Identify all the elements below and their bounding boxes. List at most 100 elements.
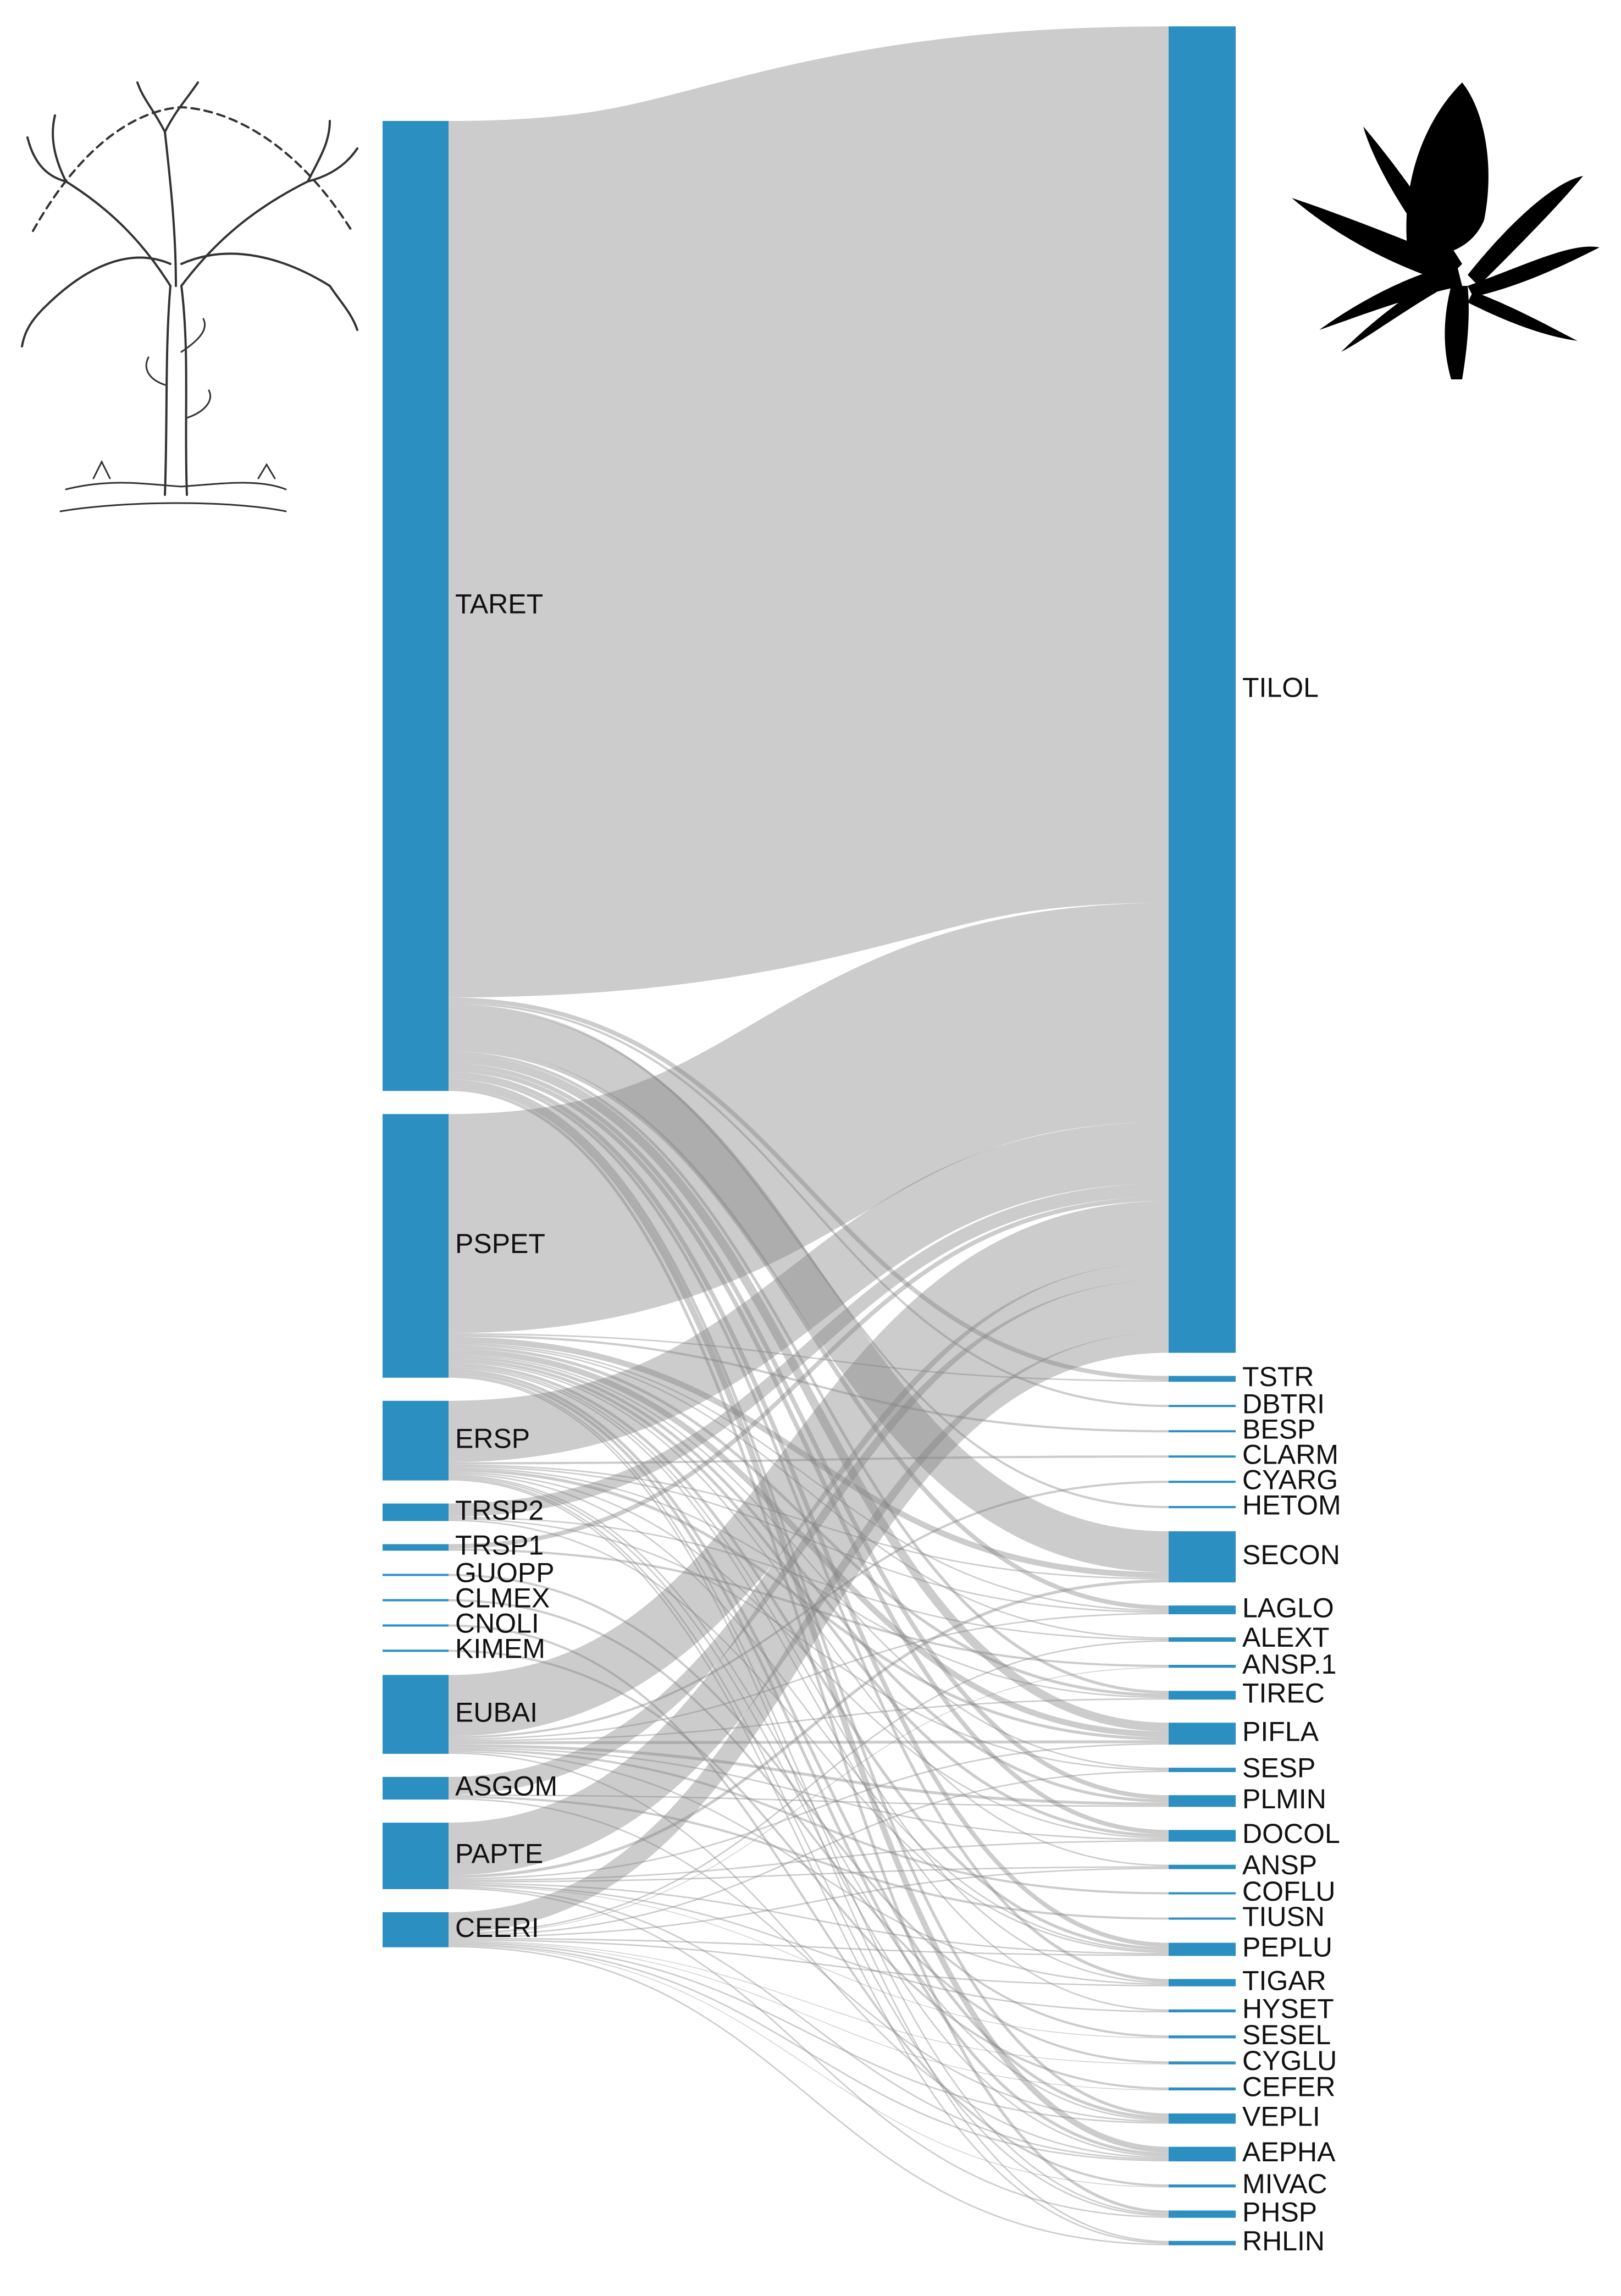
flow-link [448, 903, 1169, 1333]
sankey-node [1169, 1605, 1236, 1615]
flow-link [448, 1939, 1169, 1986]
node-label: SECON [1242, 1539, 1340, 1570]
flow-link [448, 1743, 1169, 1880]
flow-link [448, 1361, 1169, 1867]
node-label: TRSP2 [455, 1495, 544, 1526]
sankey-node [383, 1400, 449, 1481]
flow-link [448, 1334, 1169, 1433]
node-label: CLARM [1242, 1439, 1338, 1470]
flow-link [448, 1196, 1169, 1549]
tree-illustration [21, 81, 358, 512]
node-label: CEFER [1242, 2072, 1335, 2102]
sankey-node [1169, 1917, 1236, 1920]
sankey-node [1169, 1892, 1236, 1895]
flow-link [448, 1798, 1169, 2122]
sankey-node [383, 1823, 449, 1889]
flow-link [448, 1866, 1169, 1883]
flow-link [448, 1747, 1169, 1840]
flow-link [448, 1887, 1169, 2218]
node-label: EUBAI [455, 1697, 538, 1727]
node-label: PIFLA [1242, 1716, 1319, 1747]
sankey-node [383, 1649, 449, 1652]
flow-link [448, 1752, 1169, 2159]
node-label: TIGAR [1242, 1965, 1326, 1996]
node-label: KIMEM [455, 1633, 545, 1664]
flow-link [448, 1516, 1169, 1641]
node-label: CLMEX [455, 1583, 550, 1614]
node-label: TILOL [1242, 672, 1319, 703]
flow-link [448, 1375, 1169, 2215]
flow-link [448, 1372, 1169, 2156]
flow-link [448, 1649, 1169, 2090]
flow-link [448, 1840, 1169, 1881]
flow-link [448, 1640, 1169, 1934]
sankey-node [1169, 2146, 1236, 2162]
node-label: TSTR [1242, 1361, 1314, 1392]
sankey-node [1169, 1376, 1236, 1382]
node-label: VEPLI [1242, 2101, 1320, 2132]
flow-link [448, 1262, 1169, 1795]
node-label: TRSP1 [455, 1530, 544, 1561]
flow-link [448, 1599, 1169, 2064]
sankey-node [1169, 2210, 1236, 2218]
flow-link [448, 1366, 1169, 1984]
flow-link [448, 1076, 1169, 1982]
node-label: DBTRI [1242, 1388, 1325, 1419]
sankey-node [383, 1599, 449, 1602]
flow-link [448, 1883, 1169, 1955]
flow-link [448, 1067, 1169, 1835]
node-label: PEPLU [1242, 1932, 1332, 1963]
flow-link [448, 1624, 1169, 2187]
flow-link [448, 1744, 1169, 1806]
node-label: CEERI [455, 1912, 539, 1943]
bromeliad-illustration [1292, 82, 1600, 379]
node-label: DOCOL [1242, 1818, 1340, 1849]
flow-link [448, 1359, 1169, 1837]
node-label: ANSP [1242, 1850, 1317, 1880]
node-label: ASGOM [455, 1771, 557, 1802]
flow-link [448, 1183, 1169, 1517]
flow-link [448, 1796, 1169, 1920]
flow-link [448, 1942, 1169, 2124]
sankey-node [383, 1624, 449, 1627]
node-label: TIREC [1242, 1678, 1325, 1709]
flow-link [448, 1667, 1169, 1935]
flow-link [448, 1466, 1169, 1613]
node-label: PLMIN [1242, 1784, 1326, 1814]
flow-link [448, 997, 1169, 1381]
node-label: SESP [1242, 1752, 1315, 1783]
flow-link [448, 1464, 1169, 1580]
flow-link [448, 1940, 1169, 2065]
flow-link [448, 1354, 1169, 1769]
sankey-node [1169, 1637, 1236, 1642]
flow-link [448, 1941, 1169, 2091]
sankey-node [1169, 1768, 1236, 1773]
node-label: SESEL [1242, 2019, 1331, 2050]
node-label: RHLIN [1242, 2226, 1325, 2256]
sankey-node [1169, 1405, 1236, 1408]
sankey-node [1169, 1942, 1236, 1956]
sankey-node [1169, 1864, 1236, 1869]
flow-link [448, 1072, 1169, 1947]
flow-link [448, 1478, 1169, 2244]
sankey-node [383, 1114, 449, 1378]
sankey-node [1169, 1691, 1236, 1700]
flow-link [448, 1698, 1169, 1742]
node-label: TARET [455, 588, 543, 619]
flow-link [448, 1051, 1169, 1694]
sankey-node [383, 1544, 449, 1551]
flow-link [448, 1938, 1169, 1956]
flow-link [448, 1455, 1169, 1465]
flow-link [448, 1467, 1169, 1698]
sankey-node [1169, 2061, 1236, 2065]
flow-link [448, 1367, 1169, 2011]
links [446, 26, 1171, 2245]
flow-link [448, 1740, 1169, 1745]
flow-link [448, 1332, 1169, 1933]
flow-link [448, 1469, 1169, 1741]
sankey-node [383, 121, 449, 1091]
node-label: HYSET [1242, 1994, 1334, 2024]
node-label: PAPTE [455, 1839, 543, 1869]
flow-link [448, 1519, 1169, 1953]
flow-link [448, 1579, 1169, 1879]
